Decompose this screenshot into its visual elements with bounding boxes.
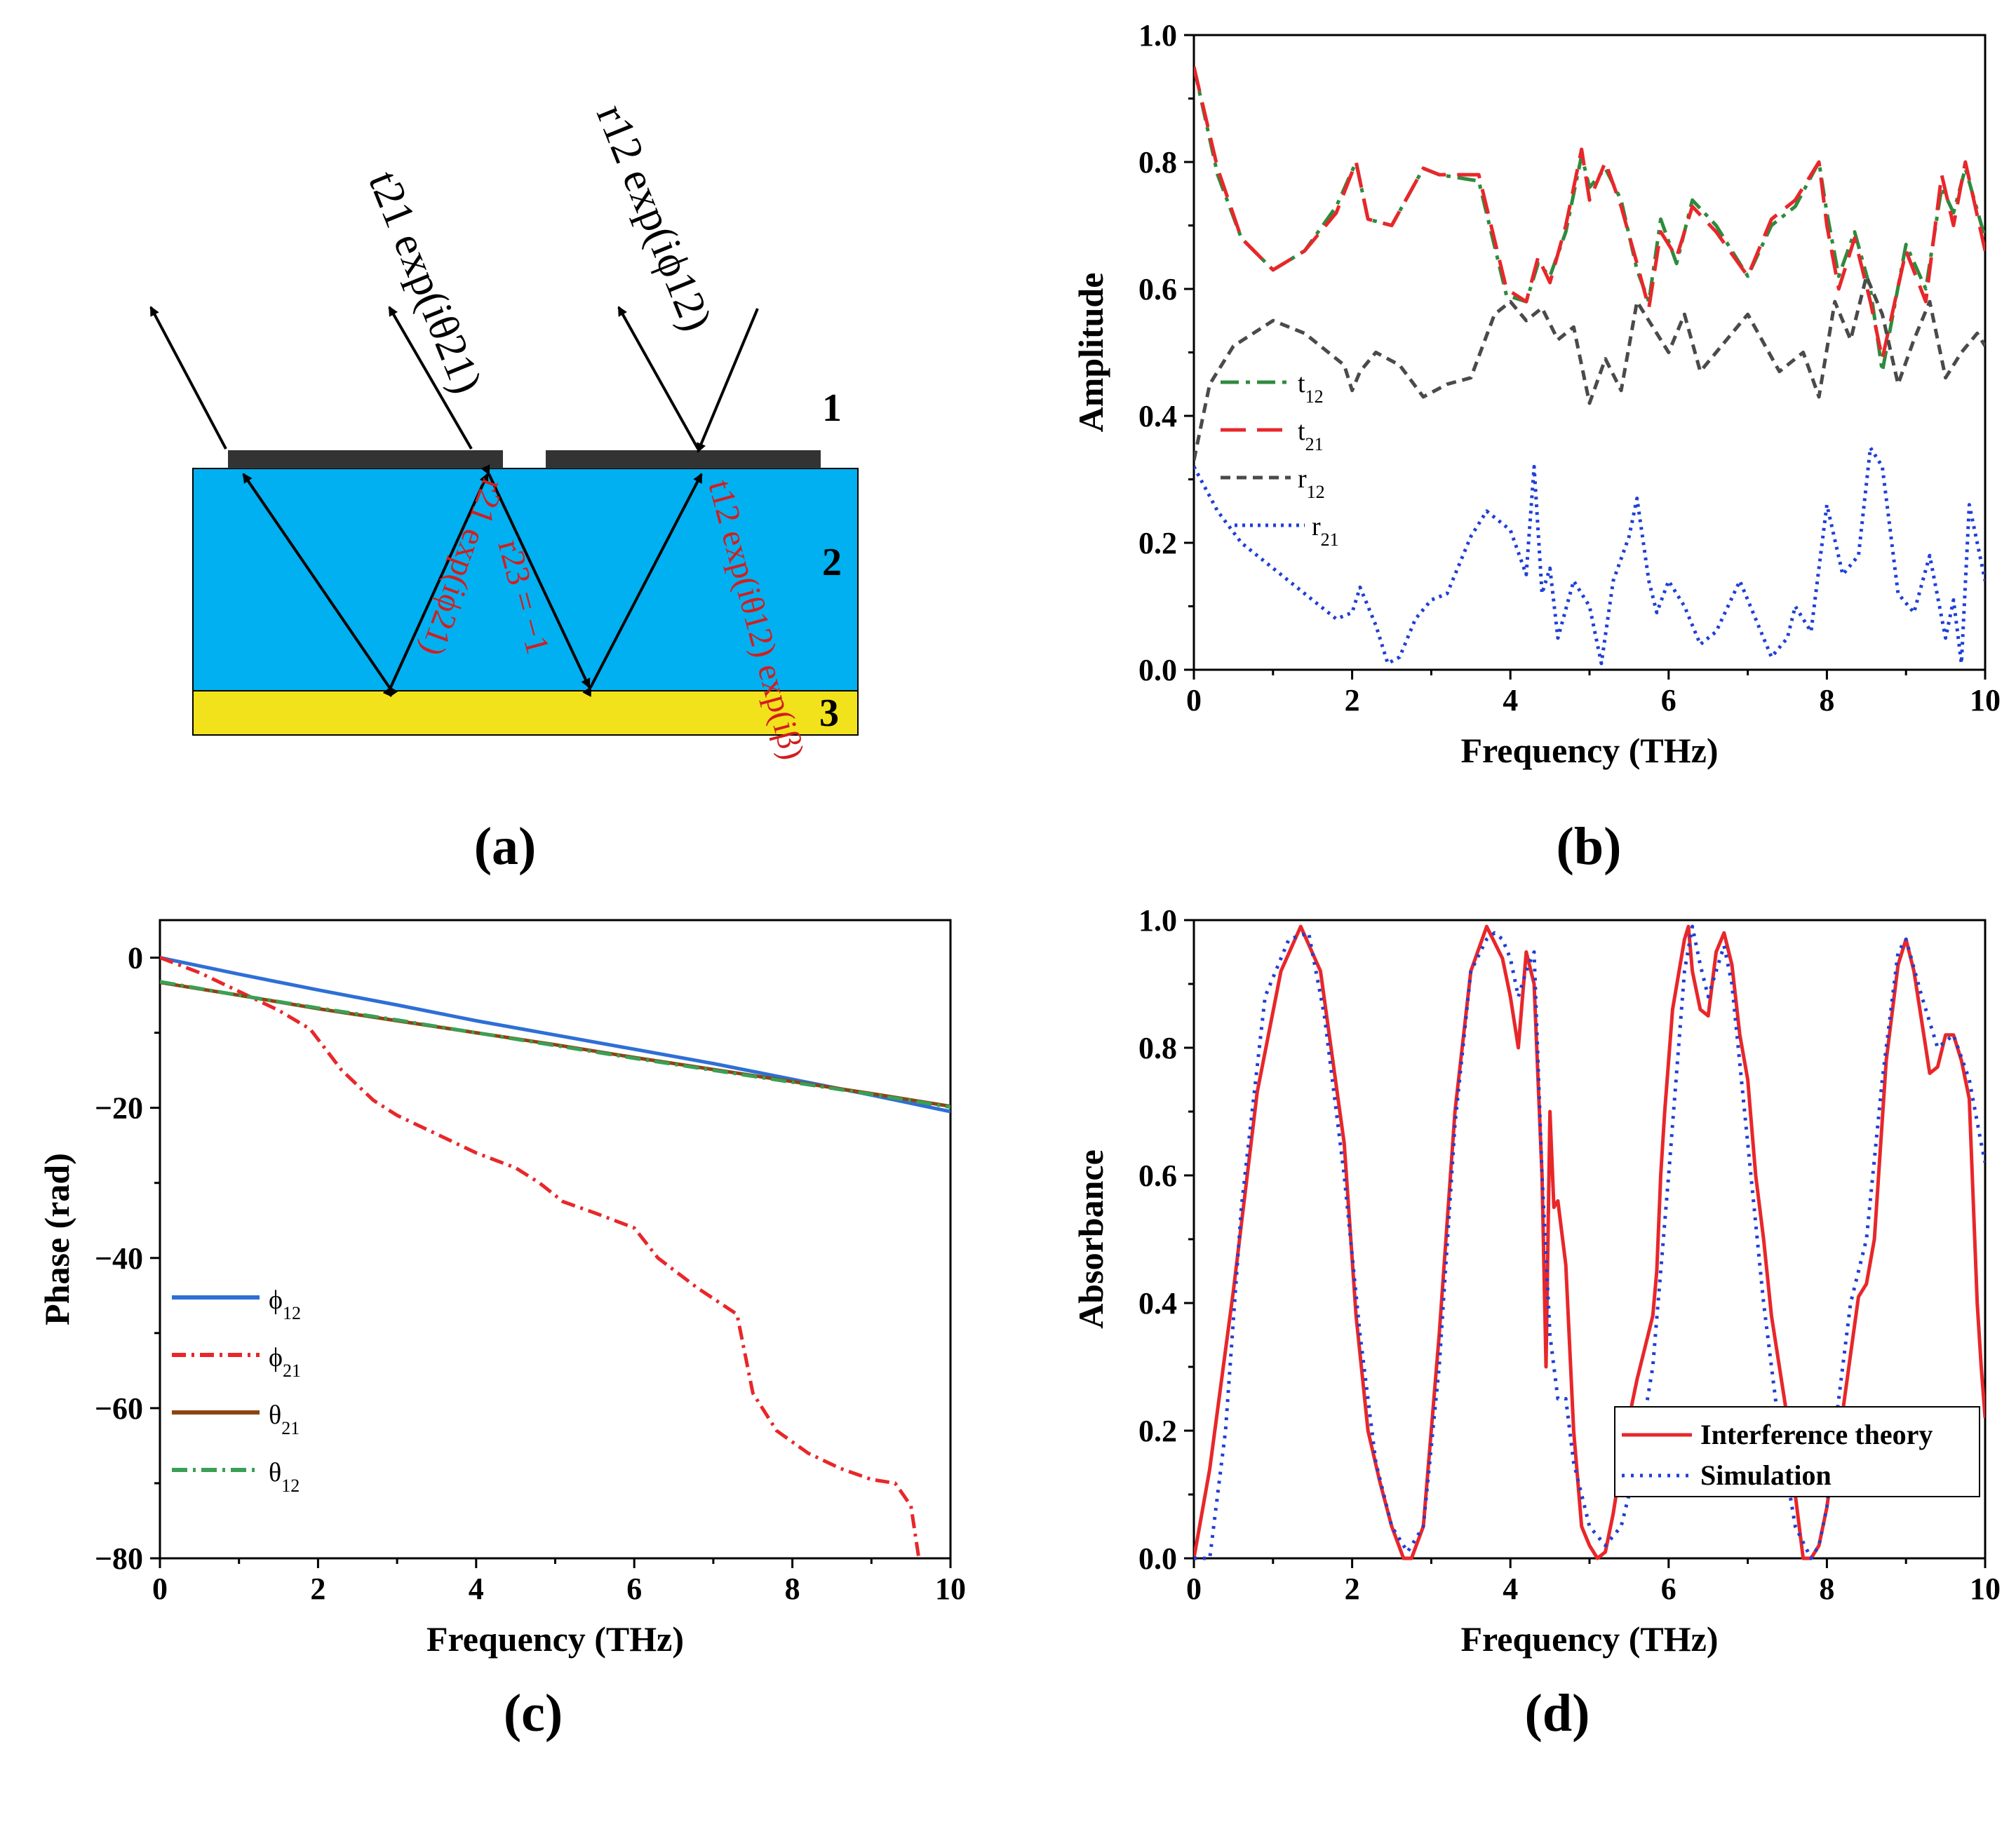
- x-tick-label-d: 2: [1345, 1572, 1360, 1606]
- x-tick-label-d: 0: [1186, 1572, 1202, 1606]
- legend-label-b: t12: [1298, 369, 1324, 407]
- y-tick-label-d: 0.8: [1138, 1031, 1177, 1065]
- chart-amplitude: 0 2 4 6 8 10 0.0 0.2 0.4 0.6 0.8 1.0 Frequency (THz)…: [1071, 18, 2001, 770]
- ray-int-3: [481, 464, 591, 689]
- series-line-b-t21: [1194, 66, 1985, 361]
- y-tick-label-d: 0.0: [1138, 1541, 1177, 1576]
- series-line-c-ϕ21: [160, 956, 921, 1559]
- ray-int-2: [382, 473, 489, 697]
- x-tick-label-b: 0: [1186, 683, 1202, 717]
- panel-a-diagram: t21 exp(iθ21) r12 exp(iϕ12) r21 exp(iϕ21…: [149, 98, 859, 764]
- x-tick-label-c: 10: [935, 1572, 966, 1606]
- x-tick-label-c: 0: [152, 1572, 168, 1606]
- layer-2-label: 2: [822, 541, 842, 584]
- x-tick-label-b: 6: [1661, 683, 1676, 717]
- legend-label-b: t21: [1298, 417, 1324, 454]
- ray-int-1: [242, 473, 398, 697]
- x-axis-label-b: Frequency (THz): [1460, 731, 1718, 770]
- y-tick-label-c: −40: [95, 1241, 143, 1276]
- y-axis-label-c: Phase (rad): [37, 1153, 76, 1325]
- y-tick-label-b: 0.8: [1138, 145, 1177, 180]
- x-tick-label-b: 10: [1970, 683, 2001, 717]
- panel-b-label: (b): [1557, 817, 1622, 876]
- panel-c-label: (c): [504, 1684, 563, 1743]
- y-axis-label-d: Absorbance: [1071, 1149, 1110, 1329]
- x-tick-label-d: 10: [1970, 1572, 2001, 1606]
- y-tick-label-b: 0.0: [1138, 653, 1177, 687]
- x-tick-label-c: 6: [626, 1572, 642, 1606]
- series-line-b-r12: [1194, 274, 1985, 461]
- y-tick-label-c: −80: [95, 1541, 143, 1576]
- y-tick-label-d: 1.0: [1138, 903, 1177, 938]
- y-tick-label-b: 1.0: [1138, 18, 1177, 53]
- label-t21-out: t21 exp(iθ21): [359, 165, 491, 400]
- y-tick-label-d: 0.6: [1138, 1159, 1177, 1193]
- y-tick-label-d: 0.2: [1138, 1414, 1177, 1448]
- panel-a-label: (a): [474, 817, 537, 876]
- x-tick-label-b: 2: [1345, 683, 1360, 717]
- y-tick-label-c: −60: [95, 1391, 143, 1426]
- ray-int-4: [582, 473, 703, 697]
- x-tick-label-b: 8: [1819, 683, 1834, 717]
- x-tick-label-c: 4: [469, 1572, 484, 1606]
- legend-label-b: r12: [1298, 464, 1325, 502]
- legend-label-d: Interference theory: [1700, 1419, 1933, 1450]
- substrate-layer: [192, 690, 859, 736]
- y-tick-label-c: 0: [128, 941, 143, 976]
- y-tick-label-d: 0.4: [1138, 1286, 1177, 1321]
- x-tick-label-d: 8: [1819, 1572, 1834, 1606]
- label-r12-out: r12 exp(iϕ12): [587, 98, 721, 337]
- y-tick-label-b: 0.2: [1138, 526, 1177, 560]
- y-tick-label-b: 0.6: [1138, 272, 1177, 306]
- chart-absorbance: 0 2 4 6 8 10 0.0 0.2 0.4 0.6 0.8 1.0 Frequency (THz)…: [1071, 903, 2001, 1659]
- legend-label-d: Simulation: [1700, 1459, 1832, 1491]
- panel-d-label: (d): [1525, 1684, 1590, 1743]
- legend-box-d: [1614, 1406, 1980, 1497]
- metal-strip-right: [546, 450, 821, 468]
- legend-label-c: θ12: [269, 1458, 300, 1496]
- series-line-c-θ21: [160, 980, 950, 1108]
- ray-out-left: [149, 306, 227, 450]
- x-axis-label-d: Frequency (THz): [1460, 1619, 1718, 1659]
- x-tick-label-d: 4: [1503, 1572, 1518, 1606]
- x-tick-label-b: 4: [1503, 683, 1518, 717]
- series-line-d-Simulation: [1194, 924, 1985, 1560]
- y-tick-label-b: 0.4: [1138, 399, 1177, 433]
- legend-label-c: ϕ21: [269, 1343, 301, 1381]
- legend-label-c: θ21: [269, 1401, 300, 1438]
- x-tick-label-d: 6: [1661, 1572, 1676, 1606]
- x-axis-label-c: Frequency (THz): [426, 1619, 684, 1659]
- ray-out-t21: [388, 306, 473, 450]
- x-tick-label-c: 2: [310, 1572, 325, 1606]
- layer-1-label: 1: [822, 386, 842, 430]
- plot-frame-b: [1192, 34, 1987, 671]
- ray-incident: [697, 308, 759, 453]
- legend-label-b: r21: [1312, 512, 1339, 550]
- metal-strip-left: [228, 450, 503, 468]
- layer-3-label: 3: [819, 691, 839, 735]
- series-line-b-r21: [1194, 445, 1985, 666]
- chart-phase: 0 2 4 6 8 10 0 −20 −40 −60 −80 Frequency (THz) Phase…: [37, 919, 966, 1659]
- legend-label-c: ϕ12: [269, 1285, 301, 1323]
- y-tick-label-c: −20: [95, 1091, 143, 1126]
- y-axis-label-b: Amplitude: [1071, 273, 1110, 433]
- series-line-b-t12: [1194, 66, 1985, 374]
- ray-out-r12: [617, 306, 699, 450]
- x-tick-label-c: 8: [785, 1572, 800, 1606]
